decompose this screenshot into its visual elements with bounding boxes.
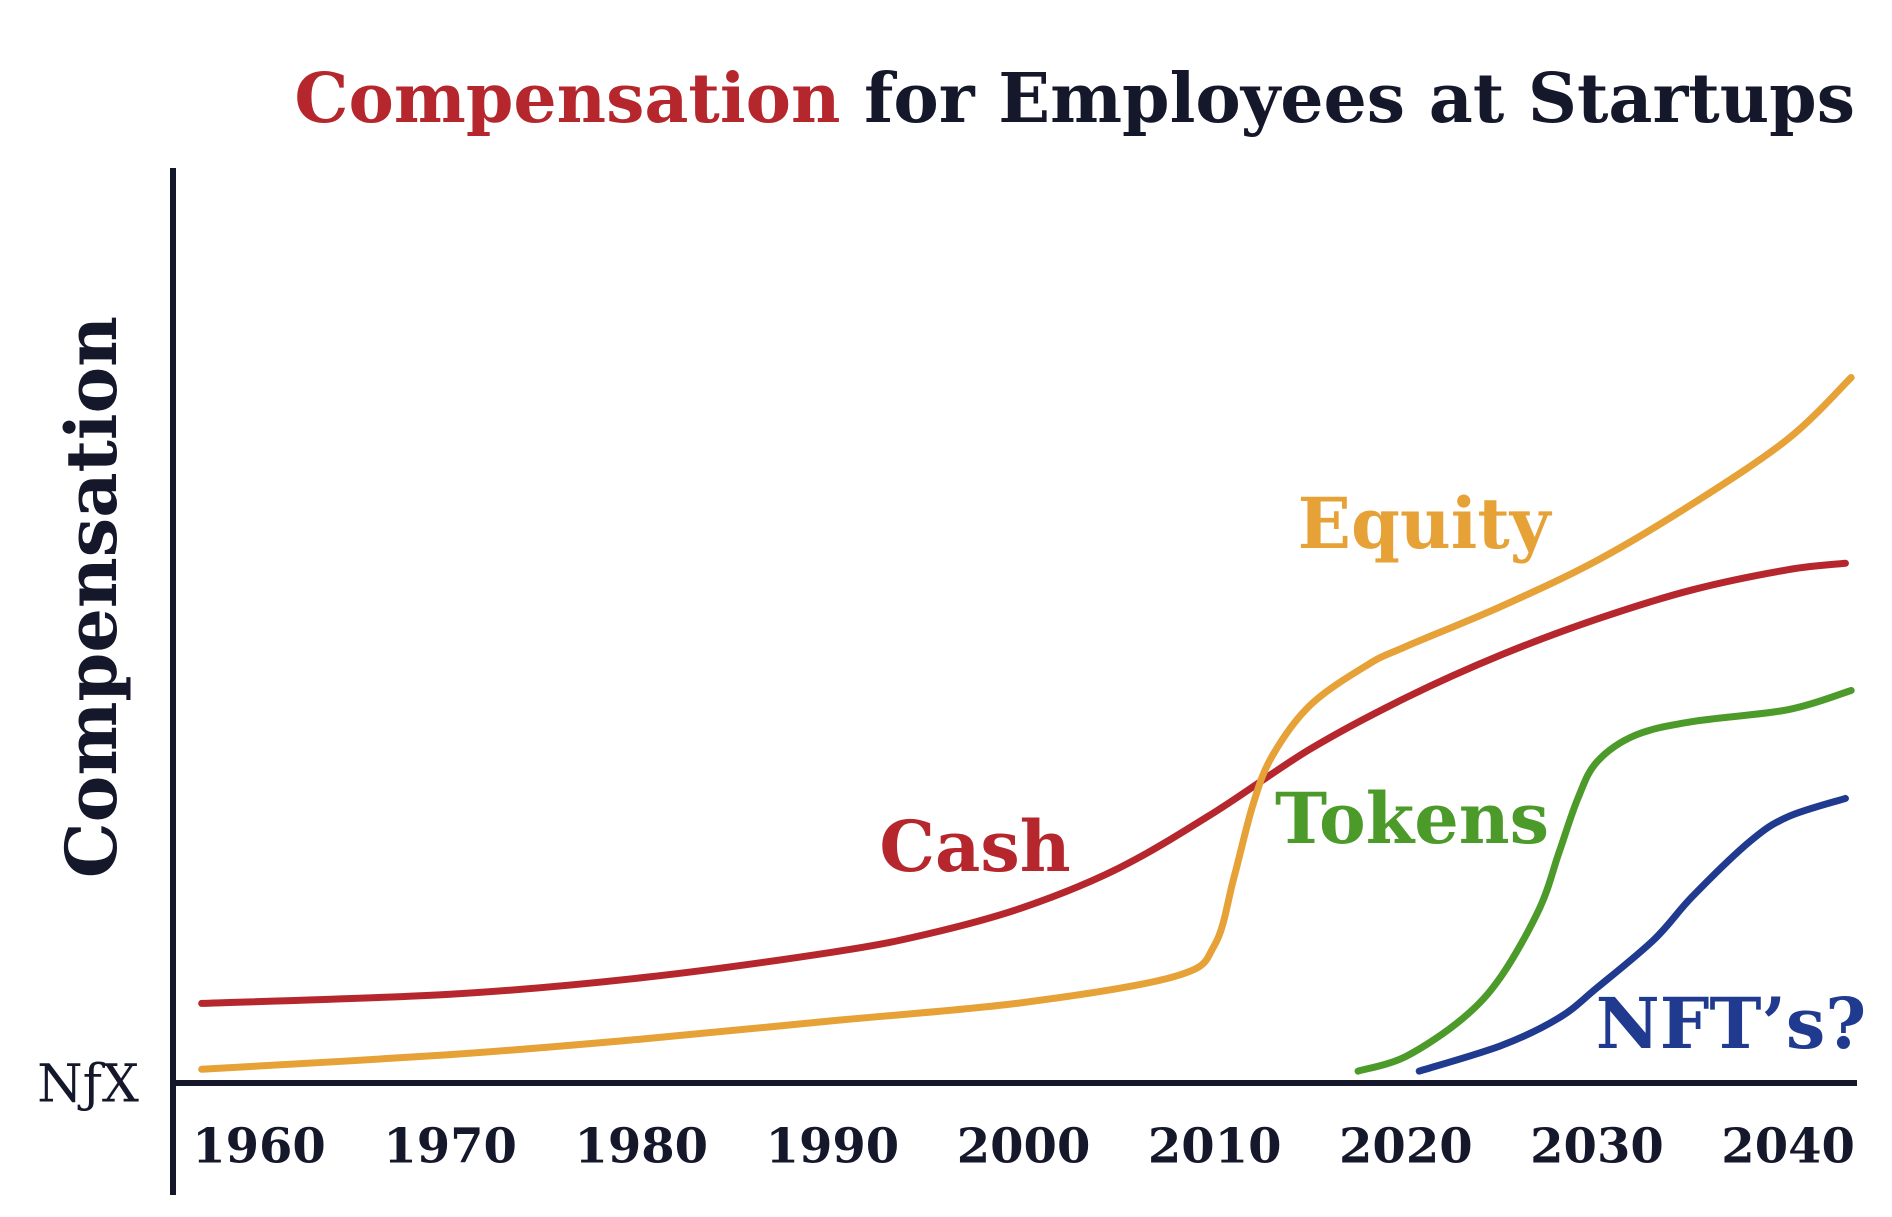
x-tick-label: 2040 xyxy=(1721,1119,1855,1175)
series-label: Tokens xyxy=(1275,777,1549,860)
series-label: NFT’s? xyxy=(1596,982,1867,1065)
x-tick-label: 1970 xyxy=(383,1119,517,1175)
series-label: Equity xyxy=(1298,482,1553,565)
series-label: Cash xyxy=(879,805,1070,888)
x-tick-label: 2020 xyxy=(1339,1119,1473,1175)
chart-title: Compensation for Employees at Startups xyxy=(294,59,1855,139)
logo: NƒX xyxy=(37,1055,139,1115)
x-tick-label: 1980 xyxy=(574,1119,708,1175)
x-tick-label: 2010 xyxy=(1148,1119,1282,1175)
line xyxy=(1415,794,1849,1075)
title-rest: for Employees at Startups xyxy=(864,59,1855,139)
line xyxy=(198,559,1849,1007)
x-tick-label: 1990 xyxy=(766,1119,900,1175)
x-tick-label: 2000 xyxy=(957,1119,1091,1175)
y-axis-label: Compensation xyxy=(50,316,133,878)
line xyxy=(1354,686,1855,1075)
x-tick-label: 2030 xyxy=(1530,1119,1664,1175)
x-tick-label: 1960 xyxy=(192,1119,326,1175)
line xyxy=(198,374,1855,1073)
title-highlight: Compensation xyxy=(294,59,840,139)
